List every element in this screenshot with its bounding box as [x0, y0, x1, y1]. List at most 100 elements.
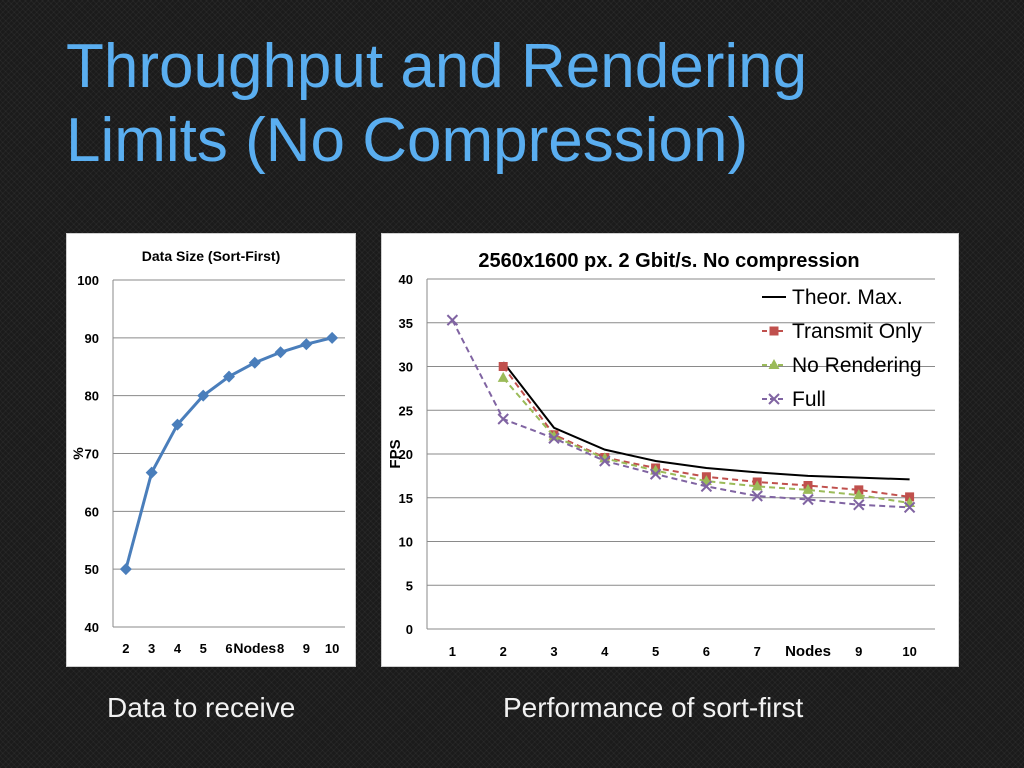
left-y-tick-label: 40	[85, 620, 99, 635]
left-data-point	[145, 466, 158, 479]
right-data-point	[903, 501, 916, 514]
right-data-point-stroke-b	[903, 501, 916, 514]
right-x-tick-label: 4	[601, 644, 609, 659]
left-data-point	[248, 356, 261, 369]
slide-title: Throughput and Rendering Limits (No Comp…	[66, 30, 996, 178]
right-legend-marker	[769, 326, 779, 336]
right-data-point	[497, 371, 509, 382]
left-data-point	[119, 563, 132, 576]
right-data-point	[853, 489, 865, 500]
right-data-point-stroke-b	[548, 432, 560, 444]
left-x-tick-label: 10	[325, 641, 339, 656]
right-data-point	[599, 455, 611, 467]
fps-chart-panel: 2560x1600 px. 2 Gbit/s. No compression 0 5…	[381, 233, 959, 667]
left-y-tick-label: 90	[85, 331, 99, 346]
left-y-tick-label: 50	[85, 562, 99, 577]
data-size-chart: Data Size (Sort-First) 40 50 60 70 80 90 100 2 3 4…	[70, 248, 345, 656]
right-data-point-stroke-b	[446, 314, 459, 326]
left-x-tick-label: 5	[200, 641, 207, 656]
right-legend-entry: No Rendering	[762, 354, 922, 377]
right-series-theor-max-	[502, 361, 910, 481]
left-x-tick-label: 8	[277, 641, 284, 656]
right-legend-marker	[768, 359, 780, 369]
left-data-point	[223, 370, 235, 383]
right-legend-label: Transmit Only	[792, 320, 922, 343]
right-x-tick-label: 3	[550, 644, 557, 659]
right-data-point	[853, 499, 865, 511]
right-data-point	[498, 362, 508, 371]
right-data-point	[700, 480, 713, 493]
right-data-point	[649, 468, 662, 480]
right-legend-marker-stroke-b	[768, 393, 780, 405]
right-data-point	[905, 492, 915, 502]
left-y-tick-label: 100	[77, 273, 99, 288]
right-series-line	[451, 319, 910, 509]
left-y-tick-label: 80	[85, 389, 99, 404]
right-y-tick-label: 15	[399, 491, 413, 506]
left-y-tick-label: 60	[85, 504, 99, 519]
right-legend-marker	[768, 393, 780, 405]
right-y-axis-label: FPS	[387, 439, 404, 468]
right-data-point-stroke-b	[853, 499, 865, 511]
left-x-tick-label: 6	[225, 641, 232, 656]
right-data-point-stroke-b	[751, 490, 763, 502]
right-y-tick-label: 10	[399, 535, 413, 550]
right-series-full	[446, 314, 916, 514]
right-x-tick-label: 2	[500, 644, 507, 659]
data-size-chart-panel: Data Size (Sort-First) 40 50 60 70 80 90 100 2 3 4…	[66, 233, 356, 667]
right-legend-label: Theor. Max.	[792, 286, 903, 309]
fps-chart: 2560x1600 px. 2 Gbit/s. No compression 0 5…	[387, 250, 935, 660]
right-data-point	[599, 452, 611, 463]
left-y-tick-label: 70	[85, 447, 99, 462]
right-y-tick-label: 40	[399, 272, 413, 287]
slide-title-line-1: Throughput and Rendering	[66, 32, 808, 101]
right-x-tick-label: 5	[652, 644, 659, 659]
left-data-point	[197, 389, 210, 402]
right-data-point-stroke-b	[700, 480, 713, 493]
right-data-point	[446, 314, 459, 326]
slide-title-line-2: Limits (No Compression)	[66, 106, 749, 175]
right-legend-label: No Rendering	[792, 354, 922, 377]
right-data-point-stroke-b	[497, 413, 509, 425]
right-y-tick-label: 35	[399, 316, 413, 331]
caption-performance-sort-first: Performance of sort-first	[503, 692, 804, 723]
left-x-tick-label: 3	[148, 641, 155, 656]
right-data-point	[548, 432, 560, 444]
left-series-0	[119, 331, 339, 576]
left-y-axis-label: %	[70, 447, 86, 460]
right-data-point-stroke-b	[802, 493, 814, 506]
left-x-tick-label: 4	[174, 641, 182, 656]
right-y-tick-label: 30	[399, 360, 413, 375]
right-legend-entry: Transmit Only	[762, 320, 922, 343]
right-data-point	[802, 483, 814, 494]
left-x-axis-label: Nodes	[233, 640, 276, 656]
right-series-line	[502, 361, 910, 481]
left-data-point	[171, 418, 184, 431]
right-data-point	[802, 493, 814, 506]
left-chart-title: Data Size (Sort-First)	[142, 248, 280, 264]
right-data-point	[751, 490, 763, 502]
right-series-line	[502, 377, 910, 504]
right-data-point	[497, 413, 509, 425]
left-data-point	[274, 346, 287, 359]
right-x-tick-label: 1	[449, 644, 456, 659]
right-y-tick-label: 25	[399, 403, 413, 418]
left-data-point	[326, 331, 339, 344]
right-x-axis-label: Nodes	[785, 643, 831, 660]
left-x-tick-label: 9	[303, 641, 310, 656]
left-x-tick-label: 2	[122, 641, 129, 656]
right-data-point-stroke-b	[599, 455, 611, 467]
caption-data-to-receive: Data to receive	[107, 692, 296, 723]
right-x-tick-label: 6	[703, 644, 710, 659]
right-y-tick-label: 5	[406, 578, 413, 593]
right-data-point-stroke-b	[649, 468, 662, 480]
right-x-tick-label: 7	[754, 644, 761, 659]
right-y-tick-label: 20	[399, 447, 413, 462]
right-x-tick-label: 9	[855, 644, 862, 659]
right-legend-entry: Theor. Max.	[762, 286, 903, 309]
right-y-tick-label: 0	[406, 622, 413, 637]
right-legend-label: Full	[792, 388, 826, 411]
left-data-point	[300, 338, 313, 351]
right-chart-title: 2560x1600 px. 2 Gbit/s. No compression	[478, 250, 859, 272]
right-data-point	[751, 480, 763, 491]
